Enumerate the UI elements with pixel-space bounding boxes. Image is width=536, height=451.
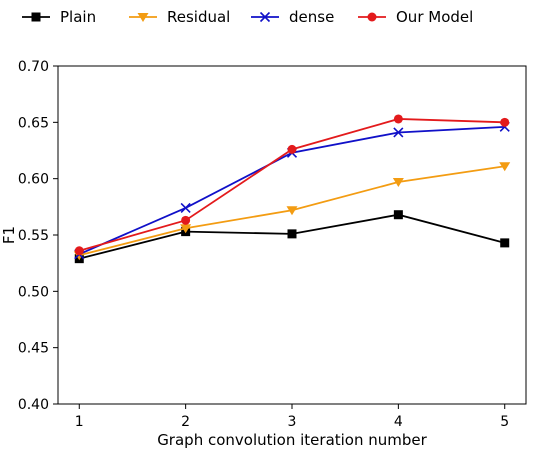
data-point (180, 224, 192, 234)
data-point (74, 246, 84, 256)
data-point (500, 238, 510, 248)
series-our-model (74, 114, 510, 256)
legend-entry: dense (251, 8, 334, 26)
legend-entry: Our Model (358, 8, 473, 26)
y-tick-label: 0.60 (18, 172, 49, 188)
legend-label: Plain (60, 8, 96, 26)
y-tick-label: 0.70 (18, 59, 49, 75)
data-point (499, 162, 511, 172)
y-tick-label: 0.45 (18, 341, 49, 357)
x-tick-label: 4 (394, 414, 403, 430)
series-plain (74, 210, 510, 264)
x-tick-label: 5 (500, 414, 509, 430)
y-axis-label: F1 (0, 226, 18, 244)
y-tick-label: 0.40 (18, 397, 49, 413)
legend-marker (259, 11, 271, 23)
data-point (393, 210, 403, 220)
legend-label: dense (289, 8, 334, 26)
x-tick-label: 3 (288, 414, 297, 430)
series-residual (73, 162, 511, 261)
data-point (287, 229, 297, 239)
y-tick-label: 0.65 (18, 115, 49, 131)
y-axis: 0.40 0.45 0.50 0.55 0.60 0.65 0.70 (18, 59, 58, 413)
data-point (392, 178, 404, 188)
x-axis: 1 2 3 4 5 (75, 404, 509, 430)
series-layer (73, 114, 511, 264)
data-point (500, 117, 510, 127)
legend-label: Our Model (396, 8, 473, 26)
data-point (287, 144, 297, 154)
legend-entry: Plain (22, 8, 96, 26)
data-point (286, 206, 298, 216)
legend-entry: Residual (129, 8, 230, 26)
legend-marker (31, 12, 41, 22)
legend-marker (137, 13, 149, 22)
data-point (181, 215, 191, 225)
x-axis-label: Graph convolution iteration number (157, 431, 427, 449)
data-point (393, 127, 404, 138)
legend-label: Residual (167, 8, 230, 26)
y-tick-label: 0.50 (18, 284, 49, 300)
legend: Plain Residual dense Our Model (22, 8, 473, 26)
data-point (393, 114, 403, 124)
y-tick-label: 0.55 (18, 228, 49, 244)
x-tick-label: 2 (181, 414, 190, 430)
x-tick-label: 1 (75, 414, 84, 430)
data-point (180, 202, 191, 214)
legend-marker (367, 12, 377, 22)
